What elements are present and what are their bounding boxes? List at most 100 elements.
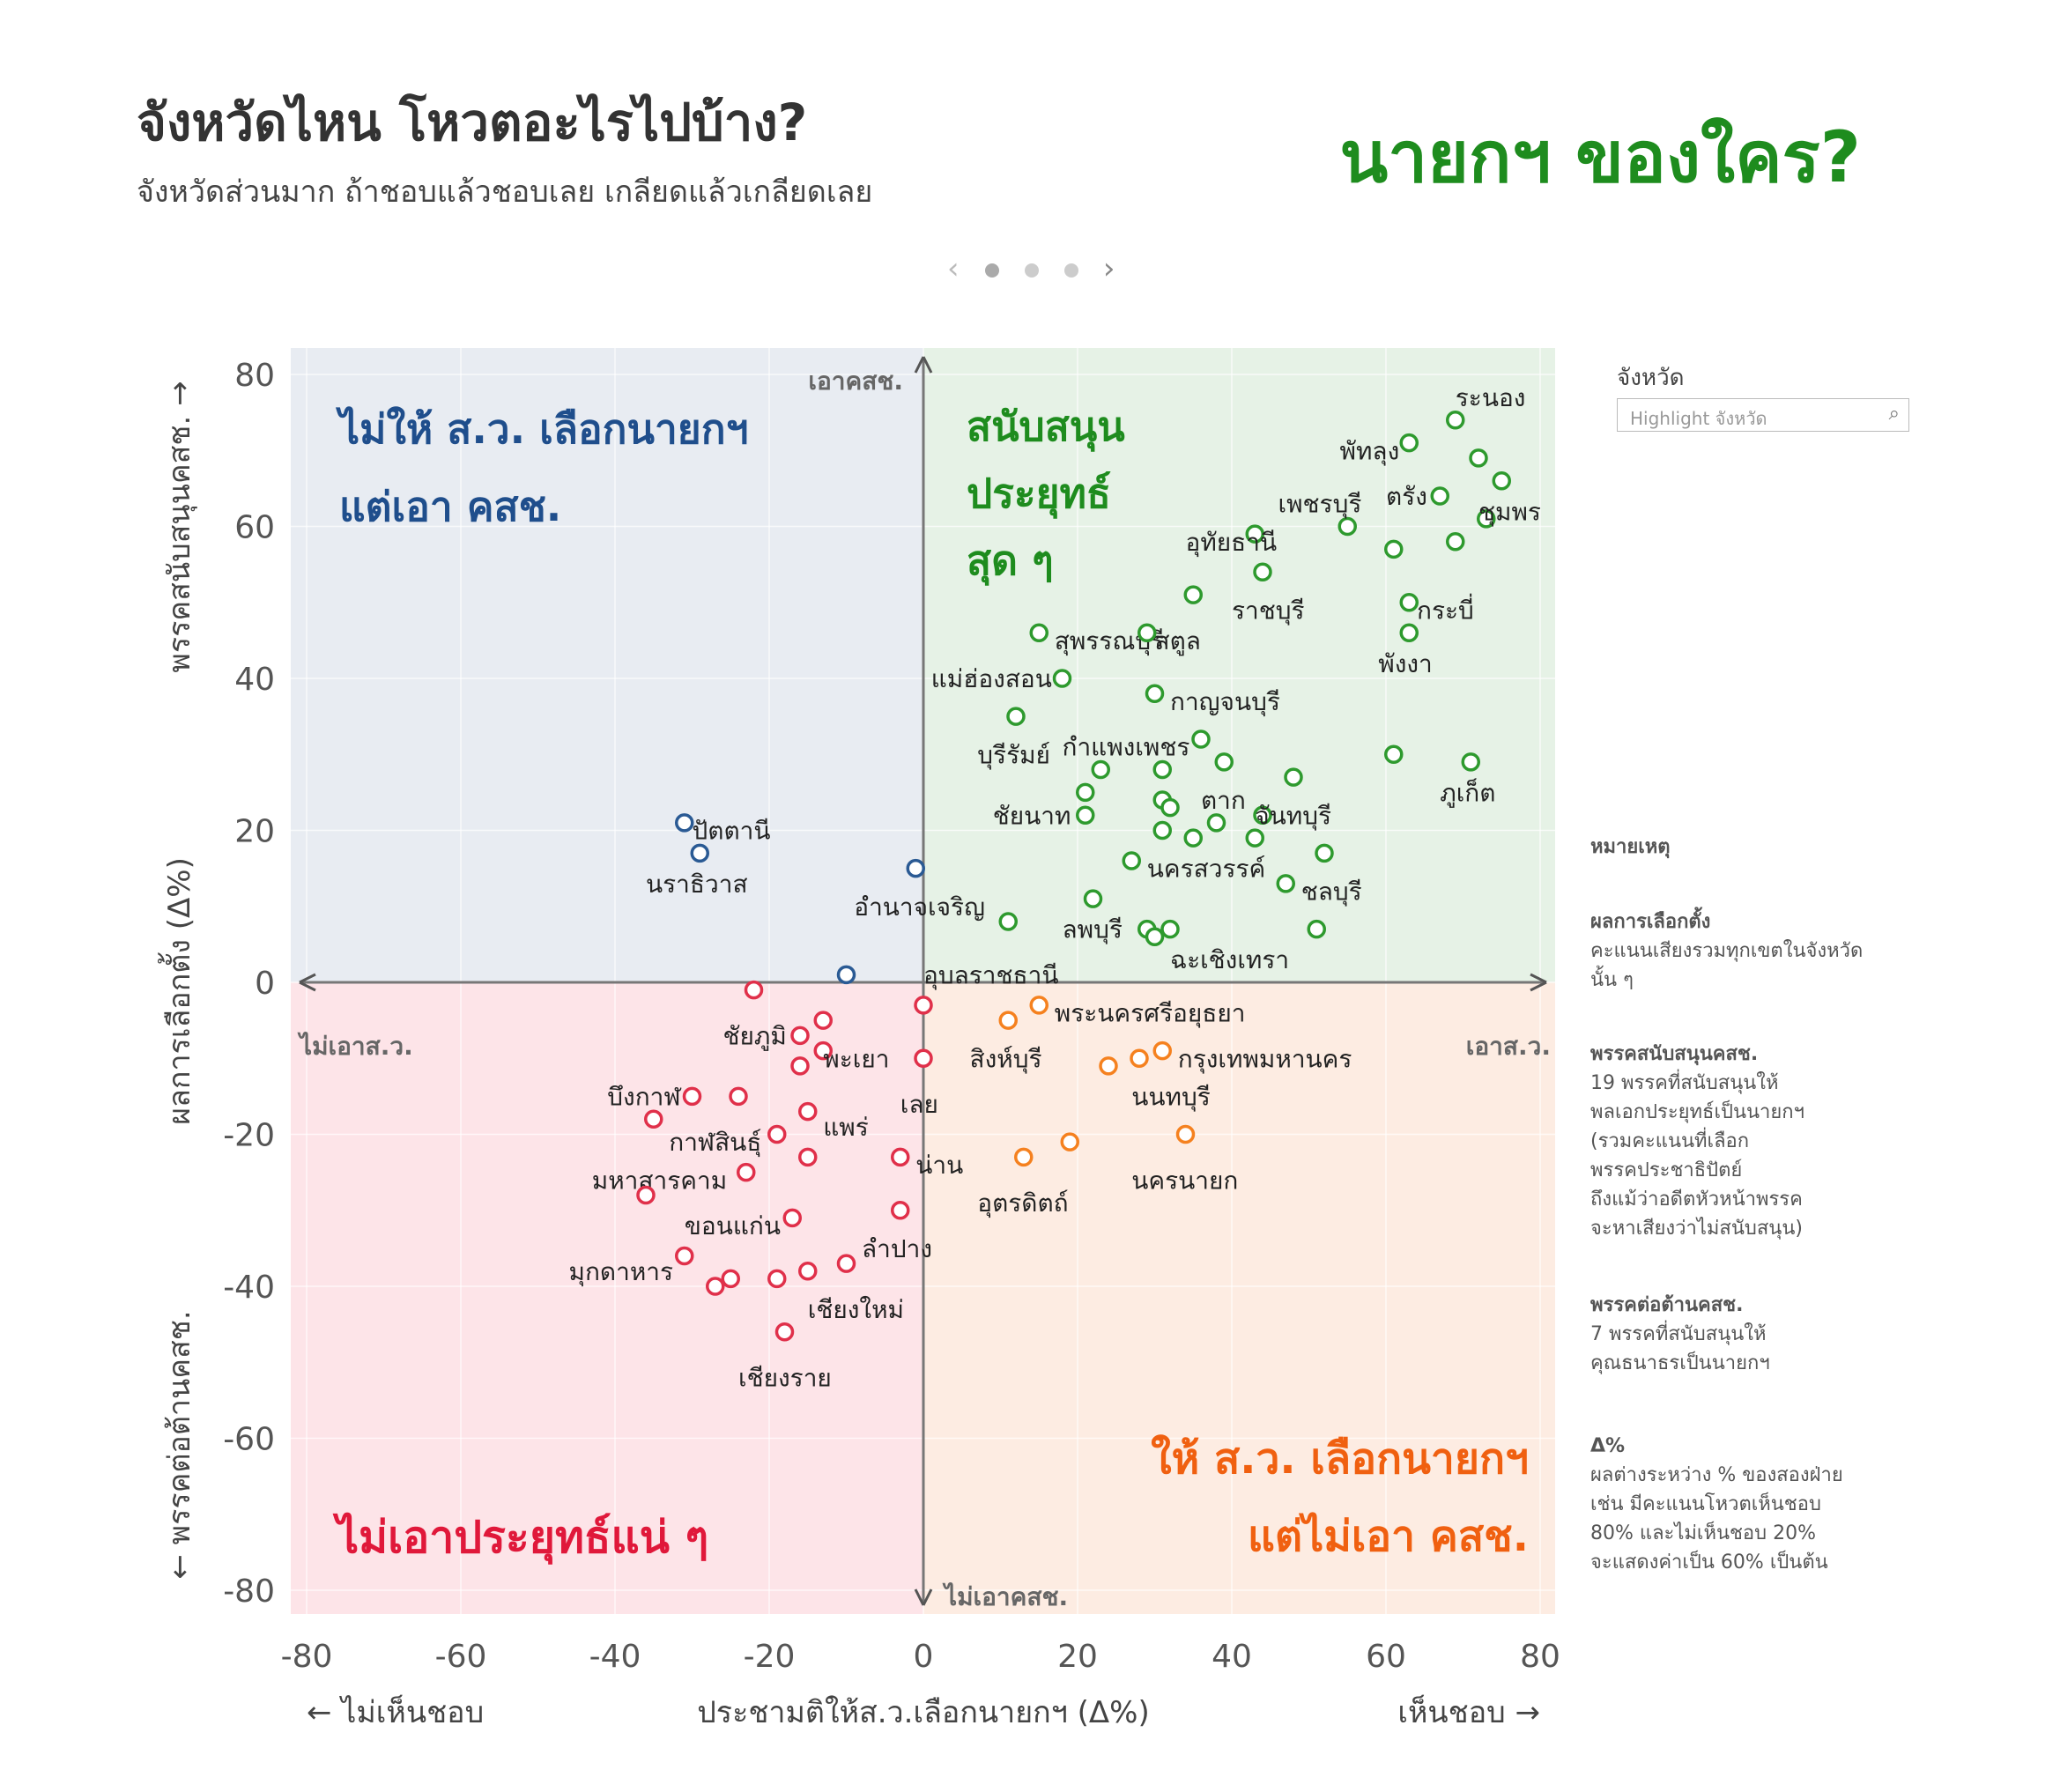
y-tick-label: -80 — [223, 1574, 275, 1610]
y-tick-label: -20 — [223, 1118, 275, 1154]
province-point — [1461, 752, 1480, 772]
note-line: คุณธนาธรเป็นนายกฯ — [1590, 1352, 1770, 1374]
note-line: ผลต่างระหว่าง % ของสองฝ่าย — [1590, 1464, 1843, 1486]
province-point — [914, 996, 933, 1015]
note-line: พลเอกประยุทธ์เป็นนายกฯ — [1590, 1101, 1804, 1123]
province-label: กระบี่ — [1417, 593, 1474, 625]
x-axis-label-right: เห็นชอบ → — [1397, 1694, 1540, 1730]
search-placeholder: Highlight จังหวัด — [1630, 408, 1767, 429]
province-label: มหาสารคาม — [592, 1166, 727, 1195]
pager-dot-2[interactable] — [1025, 263, 1040, 278]
quadrant-bottom-right — [923, 982, 1555, 1614]
province-label: อุบลราชธานี — [923, 960, 1058, 990]
province-point — [1152, 1040, 1172, 1061]
province-point — [737, 1162, 756, 1182]
slide-pager: ‹ › — [947, 251, 1123, 286]
note-line: เช่น มีคะแนนโหวตเห็นชอบ — [1590, 1493, 1821, 1515]
province-point — [1430, 486, 1449, 506]
province-point — [1052, 669, 1072, 688]
province-point — [1122, 851, 1141, 870]
x-tick-label: 80 — [1520, 1639, 1560, 1675]
province-point — [813, 1011, 833, 1030]
note-item: พรรคต่อต้านคสช. 7 พรรคที่สนับสนุนให้ คุณธน… — [1590, 1291, 1770, 1378]
province-point — [1284, 767, 1303, 787]
brand-logo-text: นายกฯ ของใคร? — [1339, 116, 1861, 198]
filter-label: จังหวัด — [1617, 365, 1685, 391]
province-point — [774, 1322, 795, 1342]
quadrant-caption-top-left: แต่เอา คสช. — [339, 483, 561, 530]
page-subtitle: จังหวัดส่วนมาก ถ้าชอบแล้วชอบเลย เกลียดแล… — [137, 174, 873, 210]
province-point — [1175, 1124, 1196, 1144]
pager-dot-1[interactable] — [985, 263, 1000, 278]
quadrant-top-left — [291, 348, 923, 982]
note-item: ผลการเลือกตั้ง คะแนนเสียงรวมทุกเขตในจังหว… — [1590, 907, 1863, 995]
province-label: เลย — [900, 1090, 938, 1119]
province-point — [836, 965, 856, 985]
province-label: บุรีรัมย์ — [977, 740, 1050, 770]
province-label: ลำปาง — [862, 1234, 932, 1263]
province-point — [790, 1056, 810, 1076]
province-search-input[interactable]: Highlight จังหวัด ⌕ — [1617, 398, 1909, 432]
province-label: มุกดาหาร — [569, 1257, 674, 1287]
notes-heading: หมายเหตุ — [1590, 836, 1671, 858]
quadrant-caption-bottom-left: ไม่เอาประยุทธ์แน่ ๆ — [332, 1512, 708, 1565]
province-point — [1245, 828, 1264, 848]
search-icon[interactable]: ⌕ — [1888, 403, 1900, 425]
x-tick-label: 60 — [1366, 1639, 1406, 1675]
note-title: พรรคสนับสนุนคสช. — [1590, 1043, 1759, 1065]
quadrant-top-right — [923, 348, 1555, 982]
province-label: ภูเก็ต — [1440, 777, 1495, 808]
province-point — [1399, 433, 1419, 453]
province-point — [906, 858, 925, 878]
province-label: ตาก — [1201, 786, 1246, 815]
province-label: ชลบุรี — [1301, 877, 1362, 907]
province-point — [1469, 448, 1488, 468]
province-label: จันทบุรี — [1255, 801, 1331, 831]
province-point — [998, 1011, 1018, 1030]
province-point — [836, 1254, 856, 1273]
note-item: Δ% ผลต่างระหว่าง % ของสองฝ่าย เช่น มีคะแนน… — [1590, 1432, 1843, 1577]
note-title: พรรคต่อต้านคสช. — [1590, 1294, 1744, 1316]
province-label: แพร่ — [823, 1113, 869, 1142]
pager-dot-3[interactable] — [1064, 263, 1079, 278]
chevron-right-icon[interactable]: › — [1102, 251, 1115, 286]
province-label: อุทัยธานี — [1186, 528, 1278, 558]
province-point — [1191, 729, 1211, 749]
province-point — [744, 980, 764, 1000]
province-point — [690, 843, 709, 863]
note-line: 19 พรรคที่สนับสนุนให้ — [1590, 1072, 1779, 1094]
province-point — [1006, 707, 1026, 726]
province-point — [1099, 1056, 1118, 1076]
province-label: ฉะเชิงเทรา — [1170, 945, 1289, 974]
y-axis-title: ผลการเลือกตั้ง (Δ%) — [158, 857, 197, 1125]
chevron-left-icon[interactable]: ‹ — [947, 251, 960, 286]
province-point — [1245, 524, 1264, 544]
province-point — [682, 1086, 702, 1107]
quadrant-caption-bottom-right: แต่ไม่เอา คสช. — [1248, 1511, 1529, 1561]
note-line: จะหาเสียงว่าไม่สนับสนุน) — [1590, 1218, 1803, 1240]
province-point — [636, 1185, 656, 1205]
x-axis-label-left: ← ไม่เห็นชอบ — [307, 1694, 484, 1730]
x-tick-label: -60 — [435, 1639, 487, 1675]
province-label: ชัยนาท — [993, 801, 1071, 830]
province-point — [1145, 684, 1165, 703]
province-point — [1315, 843, 1334, 863]
province-point — [891, 1147, 910, 1167]
quadrant-bottom-left — [291, 982, 923, 1614]
y-tick-label: 0 — [255, 966, 275, 1002]
province-label: กำแพงเพชร — [1063, 733, 1190, 762]
axis-label-right: เอาส.ว. — [1466, 1032, 1551, 1061]
province-point — [767, 1269, 787, 1289]
axis-label-left: ไม่เอาส.ว. — [297, 1032, 413, 1061]
province-point — [1183, 585, 1203, 604]
province-point — [1253, 805, 1272, 825]
province-point — [798, 1262, 818, 1281]
page-title: จังหวัดไหน โหวตอะไรไปบ้าง? — [137, 93, 808, 152]
province-label: ขอนแก่น — [685, 1211, 781, 1240]
province-label: น่าน — [915, 1151, 963, 1180]
province-label: ลพบุรี — [1063, 915, 1123, 945]
province-point — [1029, 996, 1049, 1015]
province-label: พัทลุง — [1340, 436, 1400, 466]
province-label: แม่ฮ่องสอน — [931, 664, 1052, 693]
